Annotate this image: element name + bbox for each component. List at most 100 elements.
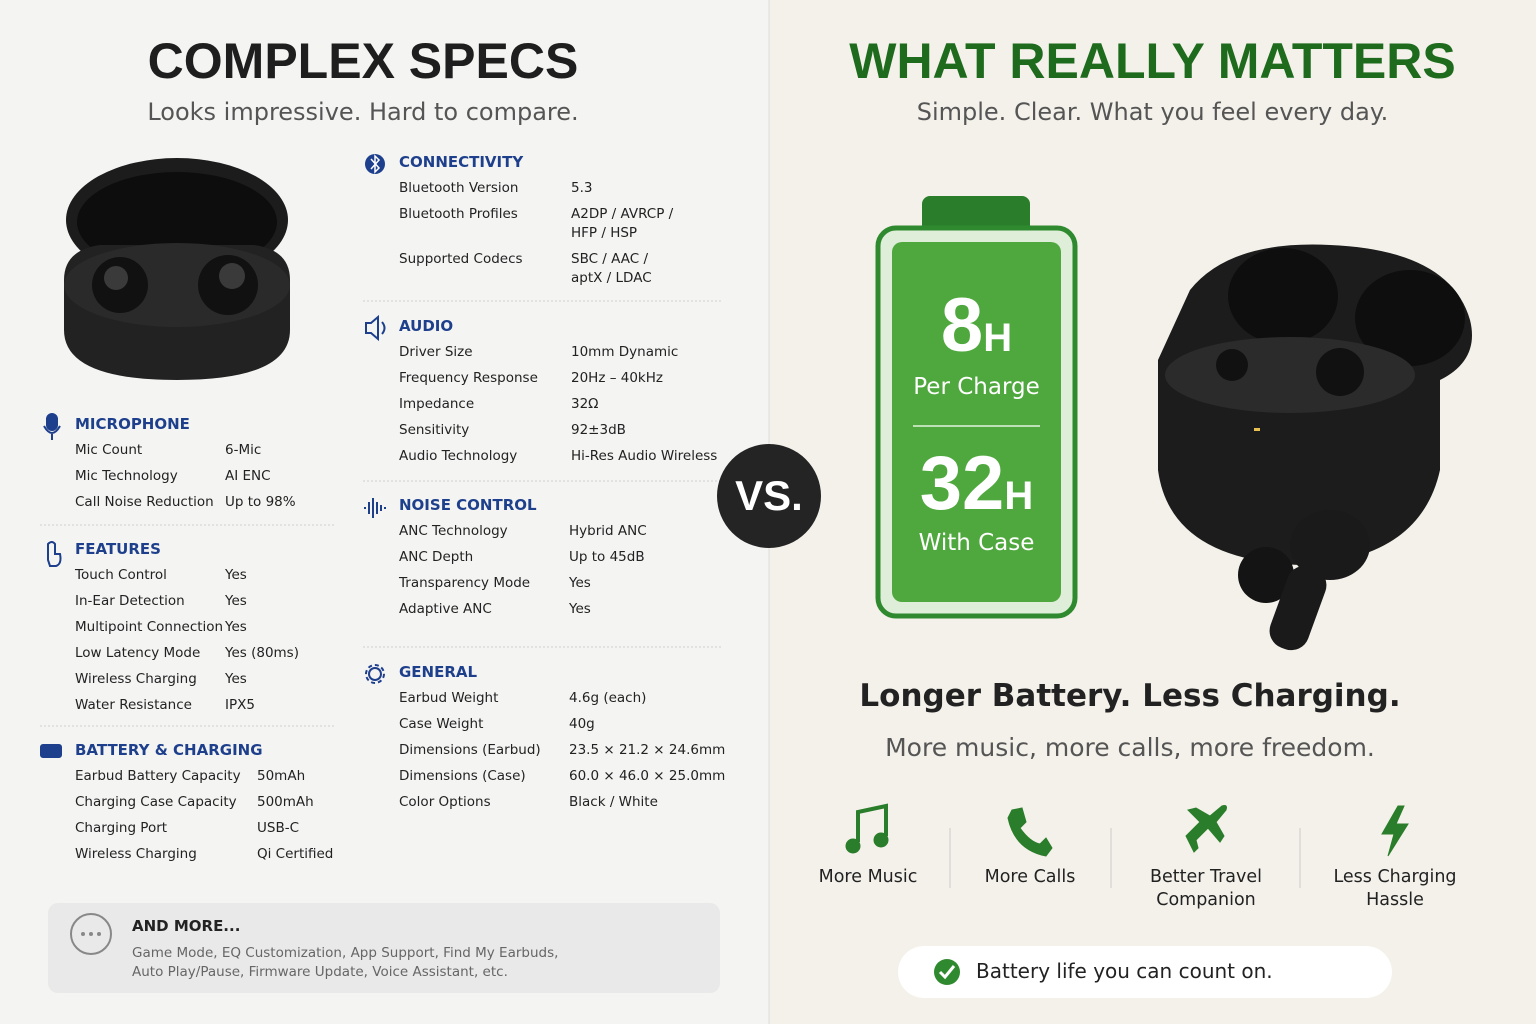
spec-row: Dimensions (Case) 60.0 × 46.0 × 25.0mm (399, 767, 729, 786)
battery-value: 8 (940, 283, 984, 368)
check-icon (934, 959, 960, 985)
section-heading: NOISE CONTROL (399, 496, 537, 514)
spec-label: Earbud Weight (399, 690, 499, 706)
spec-value: Yes (225, 593, 247, 609)
spec-value: Yes (569, 575, 591, 591)
spec-row: Color Options Black / White (399, 793, 729, 812)
spec-row: Multipoint Connection Yes (75, 618, 345, 637)
spec-label: Low Latency Mode (75, 645, 201, 661)
spec-value: Hi-Res Audio Wireless (571, 448, 718, 464)
subline: More music, more calls, more freedom. (885, 733, 1375, 762)
spec-value: Qi Certified (257, 846, 334, 862)
spec-row: Water Resistance IPX5 (75, 696, 345, 715)
spec-section: BATTERY & CHARGING Earbud Battery Capacit… (75, 741, 357, 871)
spec-row: Supported Codecs SBC / AAC / aptX / LDAC (399, 250, 681, 288)
spec-value: Yes (80ms) (225, 645, 299, 661)
spec-section: GENERAL Earbud Weight 4.6g (each) Case Weig… (399, 663, 729, 819)
spec-label: Driver Size (399, 344, 473, 360)
spec-row: Charging Port USB-C (75, 819, 357, 838)
more-icon (70, 913, 112, 955)
left-subtitle: Looks impressive. Hard to compare. (147, 98, 579, 126)
right-subtitle: Simple. Clear. What you feel every day. (916, 98, 1389, 126)
spec-row: Sensitivity 92±3dB (399, 421, 731, 440)
spec-value: 4.6g (each) (569, 690, 647, 706)
benefit-label: Less Charging Hassle (1333, 867, 1457, 910)
more-text: Game Mode, EQ Customization, App Support… (132, 945, 559, 980)
check-mark (938, 965, 956, 980)
footer-text: Battery life you can count on. (976, 959, 1273, 983)
spec-row: Dimensions (Earbud) 23.5 × 21.2 × 24.6mm (399, 741, 729, 760)
spec-label: Dimensions (Earbud) (399, 742, 541, 758)
spec-row: ANC Technology Hybrid ANC (399, 522, 729, 541)
section-icons (40, 154, 386, 758)
spec-row: Wireless Charging Yes (75, 670, 345, 689)
more-dots (81, 932, 101, 936)
benefit-label: More Music (818, 867, 918, 887)
spec-row: Earbud Battery Capacity 50mAh (75, 767, 357, 786)
spec-section: NOISE CONTROL ANC Technology Hybrid ANC ANC… (399, 496, 729, 626)
section-heading: AUDIO (399, 317, 454, 335)
spec-value: Yes (225, 567, 247, 583)
spec-value: Hybrid ANC (569, 523, 647, 539)
section-heading: MICROPHONE (75, 415, 190, 433)
spec-label: ANC Technology (399, 523, 508, 539)
spec-value: Yes (225, 619, 247, 635)
battery-label: With Case (918, 530, 1035, 556)
spec-section: AUDIO Driver Size 10mm Dynamic Frequency Re… (399, 317, 731, 473)
spec-label: Bluetooth Version (399, 180, 519, 196)
spec-row: Mic Count 6-Mic (75, 441, 345, 460)
spec-row: Low Latency Mode Yes (80ms) (75, 644, 345, 663)
spec-label: Wireless Charging (75, 846, 197, 862)
spec-row: Bluetooth Version 5.3 (399, 179, 681, 198)
spec-row: Touch Control Yes (75, 566, 345, 585)
right-title: WHAT REALLY MATTERS (849, 33, 1456, 89)
battery-label: Per Charge (913, 374, 1040, 400)
spec-label: Touch Control (75, 567, 167, 583)
spec-section: CONNECTIVITY Bluetooth Version 5.3 Bluetoot… (399, 153, 681, 295)
more-box (48, 903, 720, 993)
spec-value: USB-C (257, 820, 300, 836)
spec-row: Charging Case Capacity 500mAh (75, 793, 357, 812)
spec-label: Wireless Charging (75, 671, 197, 687)
spec-section: FEATURES Touch Control Yes In-Ear Detection… (75, 540, 345, 722)
spec-value: SBC / AAC / aptX / LDAC (571, 251, 652, 286)
spec-label: Transparency Mode (399, 575, 531, 591)
spec-label: Frequency Response (399, 370, 538, 386)
spec-row: Driver Size 10mm Dynamic (399, 343, 731, 362)
vs-circle (717, 444, 821, 548)
spec-label: Bluetooth Profiles (399, 206, 518, 222)
spec-label: Charging Port (75, 820, 168, 836)
spec-label: Color Options (399, 794, 491, 810)
spec-row: Call Noise Reduction Up to 98% (75, 493, 345, 512)
spec-section: MICROPHONE Mic Count 6-Mic Mic Technology AI… (75, 415, 345, 519)
spec-value: Up to 45dB (569, 549, 645, 565)
battery-unit: H (1004, 474, 1034, 518)
spec-value: 6-Mic (225, 442, 262, 458)
spec-value: 32Ω (571, 396, 599, 412)
spec-label: Supported Codecs (399, 251, 523, 267)
spec-row: Earbud Weight 4.6g (each) (399, 689, 729, 708)
benefit-separators (949, 828, 1301, 888)
spec-value: 40g (569, 716, 595, 732)
spec-value: Yes (225, 671, 247, 687)
spec-value: 23.5 × 21.2 × 24.6mm (569, 742, 726, 758)
left-title: COMPLEX SPECS (147, 33, 579, 89)
spec-row: Impedance 32Ω (399, 395, 731, 414)
spec-label: In-Ear Detection (75, 593, 185, 609)
spec-label: Charging Case Capacity (75, 794, 237, 810)
section-heading: FEATURES (75, 540, 161, 558)
benefit-label: Better Travel Companion (1149, 867, 1263, 910)
section-heading: BATTERY & CHARGING (75, 741, 263, 759)
spec-row: Audio Technology Hi-Res Audio Wireless (399, 447, 731, 466)
spec-row: In-Ear Detection Yes (75, 592, 345, 611)
spec-value: IPX5 (225, 697, 255, 713)
spec-row: Bluetooth Profiles A2DP / AVRCP / HFP / H… (399, 205, 681, 243)
spec-row: Wireless Charging Qi Certified (75, 845, 357, 864)
spec-row: ANC Depth Up to 45dB (399, 548, 729, 567)
case-image (1158, 244, 1472, 651)
headline: Longer Battery. Less Charging. (859, 678, 1401, 714)
spec-value: AI ENC (225, 468, 271, 484)
spec-value: 50mAh (257, 768, 306, 784)
section-heading: CONNECTIVITY (399, 153, 524, 171)
